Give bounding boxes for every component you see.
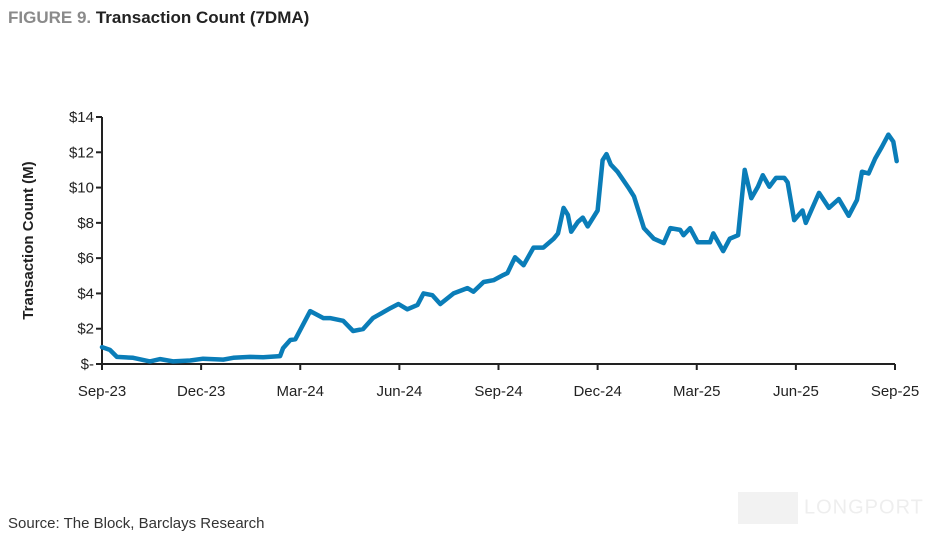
y-tick-label: $6 <box>77 250 94 267</box>
x-tick-label: Sep-24 <box>474 383 522 400</box>
title-text: Transaction Count (7DMA) <box>95 8 310 27</box>
y-axis-label: Transaction Count (M) <box>20 161 37 319</box>
y-tick-label: $14 <box>69 109 94 126</box>
watermark-logo <box>738 492 798 524</box>
y-tick-label: $- <box>81 356 94 373</box>
x-tick-label: Jun-24 <box>376 383 422 400</box>
y-tick-label: $2 <box>77 321 94 338</box>
y-tick-label: $4 <box>77 285 94 302</box>
y-tick-label: $8 <box>77 215 94 232</box>
source-note: Source: The Block, Barclays Research <box>8 515 265 532</box>
figure-number: FIGURE 9. <box>8 8 92 27</box>
x-tick-label: Sep-25 <box>871 383 919 400</box>
x-tick-label: Mar-24 <box>276 383 324 400</box>
x-tick-label: Dec-24 <box>573 383 621 400</box>
watermark-text: LONGPORT <box>804 496 924 519</box>
chart-title: FIGURE 9. Transaction Count (7DMA) <box>8 8 309 28</box>
y-tick-label: $10 <box>69 180 94 197</box>
y-tick-label: $12 <box>69 144 94 161</box>
x-tick-label: Sep-23 <box>78 383 126 400</box>
x-tick-label: Mar-25 <box>673 383 721 400</box>
x-tick-label: Jun-25 <box>773 383 819 400</box>
watermark: LONGPORT <box>738 492 924 524</box>
series-line <box>99 132 899 364</box>
x-tick-label: Dec-23 <box>177 383 225 400</box>
